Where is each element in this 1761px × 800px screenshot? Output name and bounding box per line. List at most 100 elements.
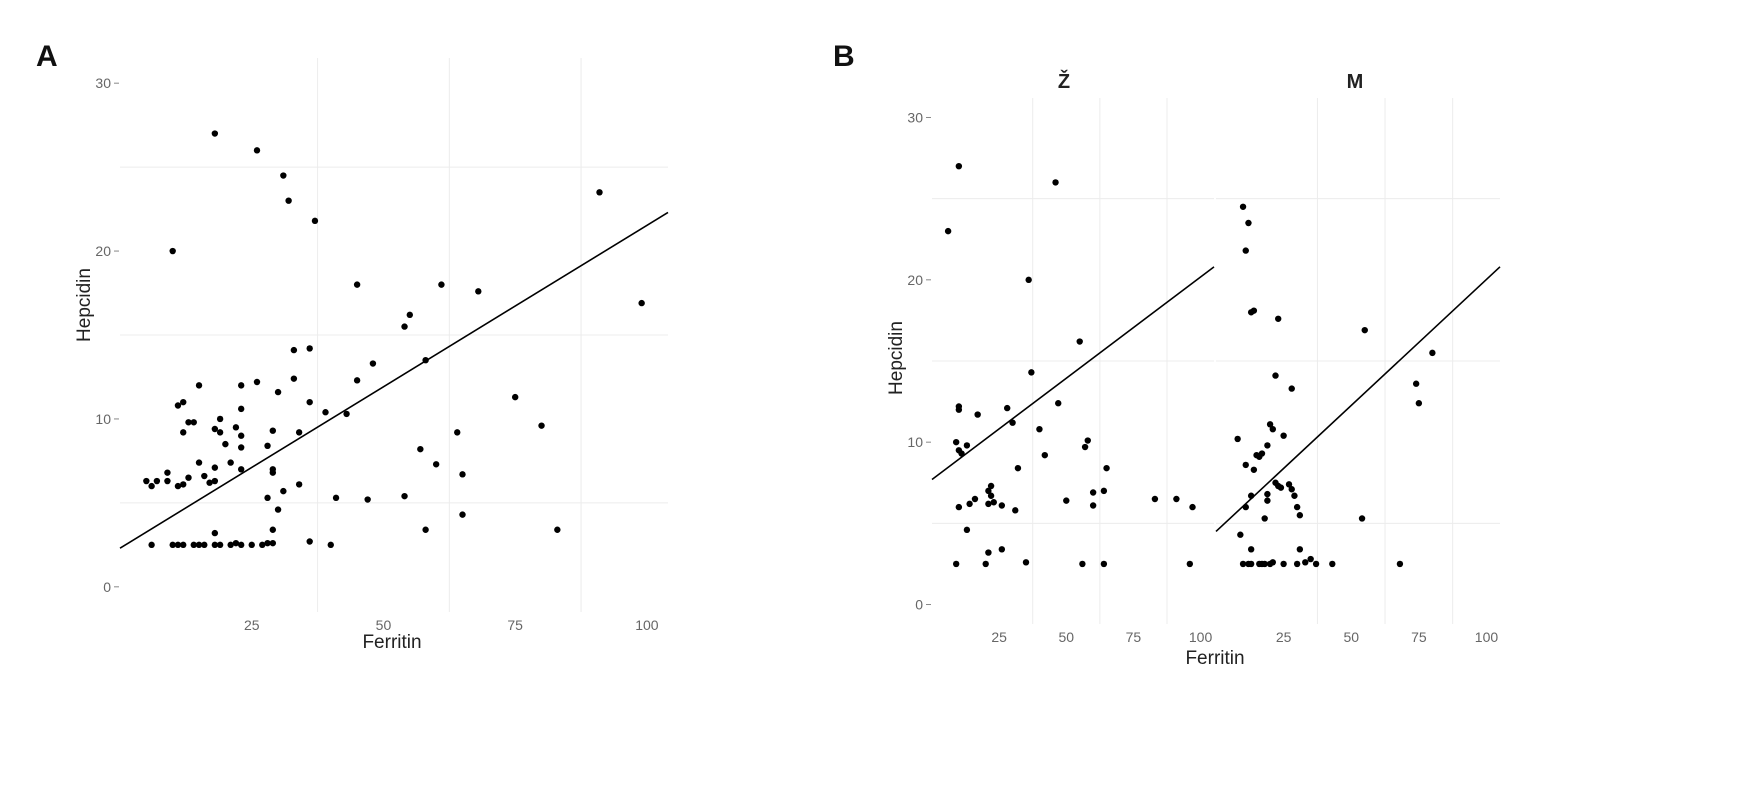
data-point (169, 247, 176, 255)
data-point (1277, 484, 1285, 491)
data-point (1076, 338, 1083, 345)
data-point (422, 526, 429, 533)
x-tick-label: 100 (1475, 629, 1499, 645)
data-point (343, 410, 350, 418)
data-point (1250, 466, 1258, 473)
data-point (401, 323, 408, 330)
data-point (952, 560, 960, 568)
data-point (432, 461, 440, 468)
data-point (1245, 219, 1252, 227)
data-point (353, 281, 361, 288)
data-point (1186, 560, 1194, 568)
data-point (1052, 179, 1059, 186)
data-point (274, 388, 282, 396)
y-tick-label: 0 (103, 579, 111, 595)
data-point (306, 398, 313, 406)
data-point (264, 494, 271, 502)
data-point (190, 541, 197, 549)
data-point (1293, 503, 1301, 511)
data-point (1250, 307, 1258, 314)
data-point (1312, 560, 1320, 568)
data-point (311, 217, 319, 225)
data-point (1079, 560, 1086, 568)
data-point (364, 496, 371, 503)
data-point (1242, 461, 1249, 469)
data-point (1288, 486, 1295, 493)
data-point (1307, 555, 1314, 563)
data-point (211, 425, 219, 433)
data-point (264, 539, 271, 547)
y-axis-title-a: Hepcidin (74, 268, 95, 342)
data-point (1055, 400, 1062, 407)
data-point (369, 360, 377, 367)
data-point (248, 541, 255, 549)
data-point (1247, 546, 1255, 553)
data-point (438, 281, 445, 288)
data-point (1004, 404, 1011, 412)
data-point (295, 481, 303, 488)
data-point (1103, 464, 1110, 472)
data-point (237, 405, 245, 413)
y-axis-title-b: Hepcidin (886, 321, 907, 395)
data-point (211, 529, 219, 537)
data-point (269, 539, 277, 547)
data-point (211, 541, 219, 549)
panel-letter-b: B (833, 40, 855, 73)
data-point (201, 472, 208, 480)
data-point (401, 492, 408, 500)
data-point (554, 526, 561, 533)
data-point (985, 549, 992, 556)
data-point (206, 479, 213, 486)
data-point (966, 500, 973, 508)
data-point (353, 377, 361, 384)
data-point (596, 189, 603, 196)
x-tick-label: 100 (1189, 629, 1213, 645)
data-point (1261, 515, 1268, 522)
data-point (1412, 380, 1420, 387)
data-point (180, 541, 187, 549)
data-point (1239, 560, 1247, 568)
data-point (987, 492, 995, 499)
data-point (237, 444, 245, 451)
data-point (1239, 203, 1247, 210)
data-point (1288, 385, 1295, 392)
data-point (269, 526, 277, 533)
y-tick-label: 20 (95, 243, 111, 259)
x-tick-label: 75 (1411, 629, 1427, 645)
data-point (1293, 560, 1301, 568)
data-point (1014, 464, 1022, 472)
data-point (1415, 400, 1423, 407)
data-point (169, 541, 176, 549)
data-point (227, 541, 234, 549)
data-point (963, 526, 971, 534)
data-point (174, 482, 182, 490)
panel-letter-a: A (36, 40, 58, 73)
data-point (164, 477, 171, 485)
data-point (998, 546, 1006, 553)
data-point (1264, 442, 1271, 449)
data-point (148, 541, 155, 549)
y-tick-label: 30 (95, 75, 111, 91)
x-tick-label: 25 (1276, 629, 1292, 645)
y-tick-label: 30 (907, 109, 923, 125)
plot-a: 0 10 20 30 25 50 75 100 (95, 58, 669, 633)
data-point (211, 464, 219, 471)
data-point (459, 471, 466, 478)
data-point (1396, 560, 1404, 568)
data-point (253, 378, 261, 386)
data-point (538, 422, 545, 429)
data-point (327, 541, 334, 549)
data-point (153, 477, 161, 485)
data-point (1361, 326, 1368, 334)
regression-line (931, 266, 1215, 481)
data-point (1291, 492, 1298, 499)
data-point (1084, 437, 1091, 444)
data-point (1280, 432, 1287, 439)
data-point (1025, 276, 1032, 284)
data-point (475, 288, 482, 295)
y-tick-label: 10 (907, 434, 923, 450)
data-point (190, 419, 197, 426)
data-point (195, 459, 203, 466)
data-point (1302, 559, 1309, 566)
